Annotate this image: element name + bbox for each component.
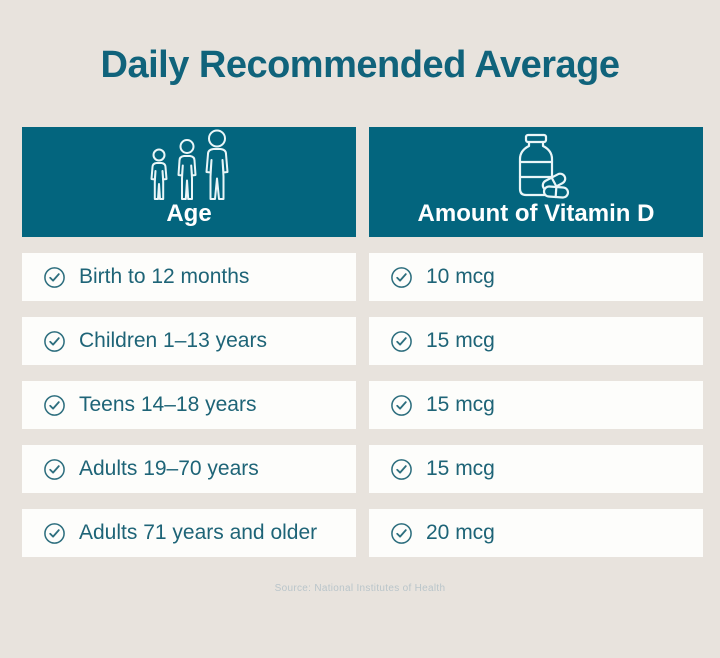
- column-header-amount-label: Amount of Vitamin D: [417, 200, 655, 227]
- age-value: Birth to 12 months: [79, 264, 250, 288]
- table-row-age: Adults 19–70 years: [22, 445, 356, 493]
- table-row-age: Adults 71 years and older: [22, 509, 356, 557]
- people-icon: [141, 122, 237, 202]
- check-circle-icon: [43, 266, 66, 289]
- table-row-age: Birth to 12 months: [22, 253, 356, 301]
- check-circle-icon: [390, 394, 413, 417]
- amount-value: 10 mcg: [426, 264, 495, 288]
- source-attribution: Source: National Institutes of Health: [274, 583, 446, 594]
- check-circle-icon: [43, 330, 66, 353]
- pill-bottle-icon: [495, 126, 577, 202]
- check-circle-icon: [390, 522, 413, 545]
- amount-value: 15 mcg: [426, 456, 495, 480]
- age-value: Adults 71 years and older: [79, 520, 318, 544]
- page-title: Daily Recommended Average: [100, 44, 621, 86]
- age-value: Adults 19–70 years: [79, 456, 259, 480]
- check-circle-icon: [43, 458, 66, 481]
- column-header-age: Age: [22, 127, 356, 237]
- column-header-age-label: Age: [166, 200, 212, 227]
- table-row-amount: 15 mcg: [369, 445, 703, 493]
- age-value: Teens 14–18 years: [79, 392, 257, 416]
- amount-value: 15 mcg: [426, 328, 495, 352]
- column-header-amount: Amount of Vitamin D: [369, 127, 703, 237]
- check-circle-icon: [390, 266, 413, 289]
- amount-value: 15 mcg: [426, 392, 495, 416]
- recommended-average-table: Age: [22, 127, 703, 557]
- table-row-age: Teens 14–18 years: [22, 381, 356, 429]
- check-circle-icon: [390, 458, 413, 481]
- check-circle-icon: [390, 330, 413, 353]
- check-circle-icon: [43, 522, 66, 545]
- table-row-amount: 15 mcg: [369, 381, 703, 429]
- age-value: Children 1–13 years: [79, 328, 267, 352]
- table-row-amount: 15 mcg: [369, 317, 703, 365]
- table-row-amount: 20 mcg: [369, 509, 703, 557]
- table-row-age: Children 1–13 years: [22, 317, 356, 365]
- amount-value: 20 mcg: [426, 520, 495, 544]
- table-row-amount: 10 mcg: [369, 253, 703, 301]
- check-circle-icon: [43, 394, 66, 417]
